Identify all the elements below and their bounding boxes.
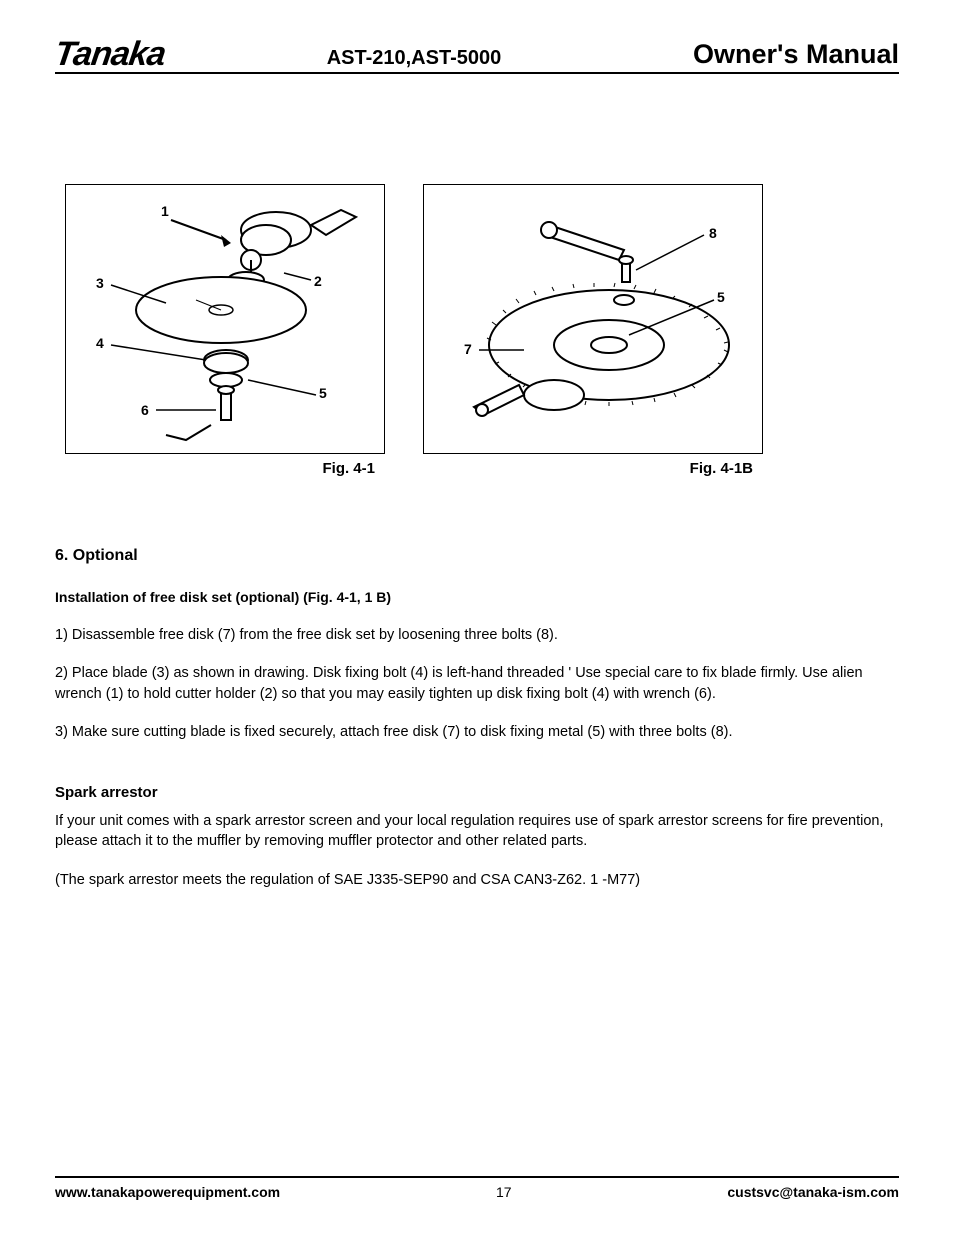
figure-4-1b: 8 5 7 Fig. 4-1B — [423, 184, 763, 477]
callout-3: 3 — [96, 275, 104, 291]
callout-8: 8 — [709, 225, 717, 241]
callout-7: 7 — [464, 341, 472, 357]
footer-email: custsvc@tanaka-ism.com — [727, 1184, 899, 1200]
section-heading: 6. Optional — [55, 547, 899, 565]
callout-2: 2 — [314, 273, 322, 289]
spark-heading: Spark arrestor — [55, 784, 899, 801]
step-1: 1) Disassemble free disk (7) from the fr… — [55, 625, 899, 645]
step-3: 3) Make sure cutting blade is fixed secu… — [55, 722, 899, 742]
callout-1: 1 — [161, 203, 169, 219]
brand-logo: Tanaka — [52, 35, 167, 74]
section-6: 6. Optional Installation of free disk se… — [55, 547, 899, 890]
callout-5: 5 — [319, 385, 327, 401]
figure-4-1-frame: 1 2 3 4 5 6 — [65, 184, 385, 454]
sub-heading: Installation of free disk set (optional)… — [55, 589, 899, 605]
figure-4-1b-caption: Fig. 4-1B — [423, 460, 763, 477]
page-number: 17 — [496, 1184, 512, 1200]
spark-p1: If your unit comes with a spark arrestor… — [55, 811, 899, 852]
figure-4-1-caption: Fig. 4-1 — [65, 460, 385, 477]
page-footer: www.tanakapowerequipment.com 17 custsvc@… — [55, 1176, 899, 1200]
step-2: 2) Place blade (3) as shown in drawing. … — [55, 663, 899, 704]
spark-p2: (The spark arrestor meets the regulation… — [55, 870, 899, 890]
model-number: AST-210,AST-5000 — [135, 47, 693, 70]
callout-6: 6 — [141, 402, 149, 418]
callout-4: 4 — [96, 335, 104, 351]
page-header: Tanaka AST-210,AST-5000 Owner's Manual — [55, 35, 899, 74]
footer-url: www.tanakapowerequipment.com — [55, 1184, 280, 1200]
figures-row: 1 2 3 4 5 6 Fig. 4-1 — [65, 184, 899, 477]
document-title: Owner's Manual — [693, 39, 899, 70]
figure-4-1: 1 2 3 4 5 6 Fig. 4-1 — [65, 184, 385, 477]
callout-5b: 5 — [717, 289, 725, 305]
figure-4-1b-frame: 8 5 7 — [423, 184, 763, 454]
